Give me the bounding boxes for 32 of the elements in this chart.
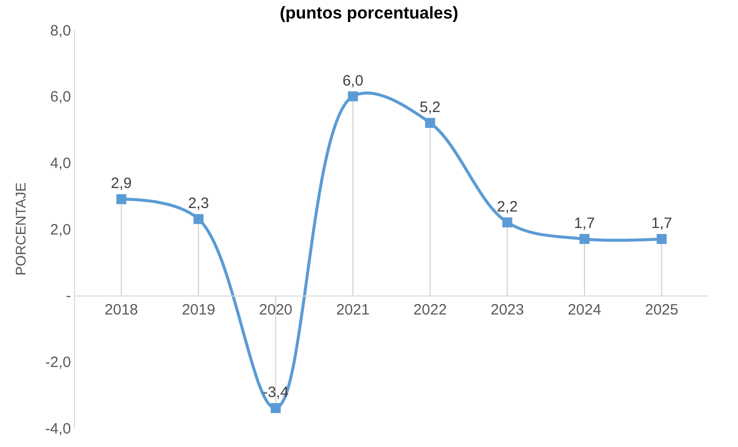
y-tick-label: 4,0 [50,154,71,172]
point [194,214,204,224]
y-tick-label: -2,0 [45,354,71,371]
x-tick-label: 2021 [336,301,370,318]
y-tick-label: - [66,288,71,305]
chart-title: (puntos porcentuales) [280,4,458,23]
y-tick-label: -4,0 [45,420,71,438]
point [425,118,436,128]
data-label: 2,9 [110,175,132,192]
x-tick-label: 2022 [413,301,447,318]
y-tick-label: 8,0 [50,22,71,40]
data-label: 5,2 [420,98,441,116]
data-label: 1,7 [574,214,595,232]
data-label: 2,3 [188,195,209,212]
y-tick-label: 2,0 [50,221,71,238]
x-tick-label: 2020 [259,301,292,318]
point [270,403,281,414]
x-tick-label: 2018 [104,301,138,318]
point [579,234,590,244]
point [116,194,126,204]
data-label: 6,0 [342,72,364,90]
data-label: 1,7 [651,214,672,232]
x-tick-label: 2019 [182,301,216,318]
x-tick-label: 2024 [568,301,602,318]
point [348,91,358,102]
data-label: 2,2 [496,198,518,216]
x-tick-label: 2023 [490,301,524,318]
point [656,234,667,244]
y-tick-label: 6,0 [50,88,71,106]
point [502,217,512,228]
y-axis-title: PORCENTAJE [12,182,29,276]
x-tick-label: 2025 [644,301,678,318]
